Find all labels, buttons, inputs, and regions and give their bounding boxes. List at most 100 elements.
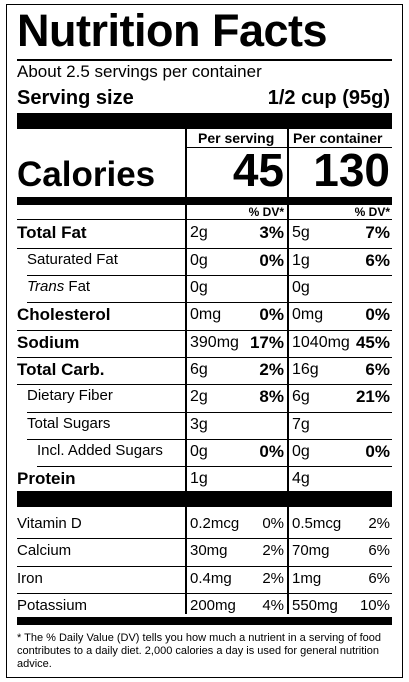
dv-per-container: 0%: [365, 305, 390, 324]
dv-per-serving: 17%: [249, 333, 284, 352]
nutrient-name: Total Sugars: [27, 415, 111, 432]
dv-header-serving: % DV*: [248, 205, 284, 219]
divider: [17, 219, 392, 220]
column-divider: [185, 129, 187, 614]
amount-per-serving: 2g: [190, 388, 208, 405]
vitamin-name: Calcium: [17, 542, 72, 559]
serving-size-value: 1/2 cup (95g): [267, 87, 390, 109]
dv-header-container: % DV*: [354, 205, 390, 219]
amount-per-serving: 200mg: [190, 597, 236, 614]
thick-divider: [17, 491, 392, 507]
amount-per-serving: 0.4mg: [190, 570, 232, 587]
dv-per-serving: 4%: [262, 597, 284, 614]
dv-per-serving: 0%: [259, 442, 284, 461]
divider: [27, 439, 392, 440]
dv-per-container: 21%: [355, 387, 390, 406]
serving-size-label: Serving size: [17, 87, 134, 109]
label-title: Nutrition Facts: [17, 5, 328, 56]
divider: [17, 248, 392, 249]
amount-per-container: 4g: [292, 470, 310, 487]
column-divider: [287, 129, 289, 614]
amount-per-container: 1040mg: [292, 334, 350, 351]
nutrient-name: Total Carb.: [17, 360, 105, 379]
dv-per-container: 6%: [368, 542, 390, 559]
dv-per-container: 6%: [365, 251, 390, 270]
divider: [27, 275, 392, 276]
footnote: * The % Daily Value (DV) tells you how m…: [17, 632, 381, 670]
thick-divider: [17, 197, 392, 205]
amount-per-serving: 6g: [190, 361, 208, 378]
amount-per-container: 7g: [292, 416, 310, 433]
dv-per-serving: 2%: [262, 570, 284, 587]
col1-header: Per serving: [198, 130, 275, 146]
divider: [187, 147, 392, 148]
amount-per-serving: 30mg: [190, 542, 228, 559]
amount-per-container: 1g: [292, 252, 310, 269]
divider: [17, 566, 392, 567]
amount-per-serving: 0mg: [190, 306, 222, 323]
nutrient-name: Cholesterol: [17, 305, 111, 324]
divider: [37, 466, 392, 467]
amount-per-container: 16g: [292, 361, 319, 378]
divider: [17, 384, 392, 385]
dv-per-container: 0%: [365, 442, 390, 461]
nutrient-name: Protein: [17, 469, 76, 488]
nutrient-name: Trans Fat: [27, 278, 90, 295]
vitamin-name: Iron: [17, 570, 43, 587]
amount-per-container: 6g: [292, 388, 310, 405]
amount-per-container: 0mg: [292, 306, 324, 323]
amount-per-serving: 390mg: [190, 334, 239, 351]
divider: [27, 302, 392, 303]
nutrient-name: Sodium: [17, 333, 80, 352]
amount-per-container: 0g: [292, 279, 310, 296]
amount-per-container: 0g: [292, 443, 310, 460]
amount-per-serving: 1g: [190, 470, 208, 487]
amount-per-container: 70mg: [292, 542, 330, 559]
col2-header: Per container: [293, 130, 383, 146]
vitamin-name: Potassium: [17, 597, 88, 614]
nutrient-name: Total Fat: [17, 223, 87, 242]
amount-per-serving: 3g: [190, 416, 208, 433]
dv-per-serving: 2%: [259, 360, 284, 379]
divider: [17, 357, 392, 358]
dv-per-container: 6%: [365, 360, 390, 379]
divider: [17, 593, 392, 594]
divider: [27, 412, 392, 413]
calories-per-container: 130: [313, 144, 390, 196]
calories-per-serving: 45: [232, 144, 284, 196]
dv-per-serving: 8%: [259, 387, 284, 406]
dv-per-serving: 3%: [259, 223, 284, 242]
divider: [17, 59, 392, 61]
amount-per-container: 5g: [292, 224, 310, 241]
nutrient-name: Incl. Added Sugars: [37, 442, 163, 459]
dv-per-serving: 0%: [262, 515, 284, 532]
amount-per-serving: 2g: [190, 224, 208, 241]
servings-per-container: About 2.5 servings per container: [17, 62, 262, 81]
amount-per-container: 0.5mcg: [292, 515, 342, 532]
dv-per-container: 45%: [355, 333, 390, 352]
dv-per-container: 2%: [368, 515, 390, 532]
amount-per-serving: 0g: [190, 252, 208, 269]
amount-per-serving: 0.2mcg: [190, 515, 240, 532]
dv-per-serving: 0%: [259, 251, 284, 270]
dv-per-serving: 2%: [262, 542, 284, 559]
dv-per-container: 10%: [359, 597, 390, 614]
amount-per-serving: 0g: [190, 443, 208, 460]
divider: [17, 538, 392, 539]
nutrient-name-rest: Fat: [64, 278, 91, 295]
dv-per-serving: 0%: [259, 305, 284, 324]
amount-per-container: 1mg: [292, 570, 322, 587]
divider: [17, 330, 392, 331]
nutrient-name: Dietary Fiber: [27, 387, 113, 404]
vitamin-name: Vitamin D: [17, 515, 82, 532]
calories-label: Calories: [17, 155, 156, 194]
dv-per-container: 7%: [365, 223, 390, 242]
nutrition-label: Nutrition Facts About 2.5 servings per c…: [6, 4, 403, 678]
thick-divider: [17, 617, 392, 625]
amount-per-serving: 0g: [190, 279, 208, 296]
nutrient-name-italic: Trans: [27, 278, 65, 295]
thick-divider: [17, 113, 392, 129]
dv-per-container: 6%: [368, 570, 390, 587]
nutrient-name: Saturated Fat: [27, 251, 118, 268]
amount-per-container: 550mg: [292, 597, 338, 614]
